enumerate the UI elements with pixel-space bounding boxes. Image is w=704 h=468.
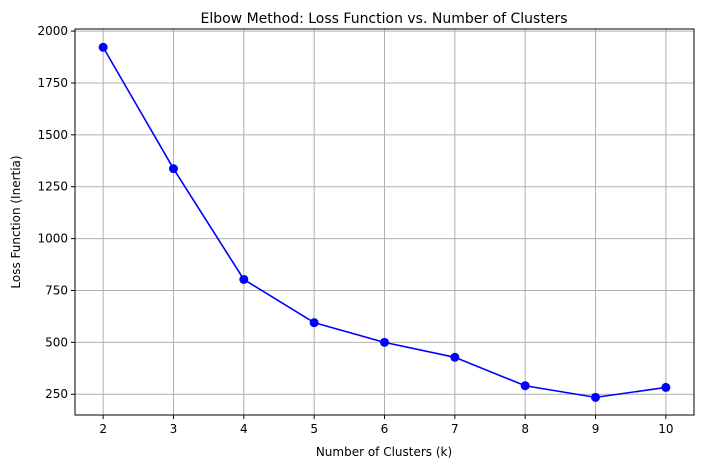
data-point: [98, 42, 108, 52]
x-tick-label: 2: [99, 422, 107, 436]
y-tick-label: 2000: [37, 24, 68, 38]
y-tick-label: 1500: [37, 128, 68, 142]
y-tick-label: 500: [45, 335, 68, 349]
grid-layer: [75, 29, 694, 415]
y-tick-label: 250: [45, 387, 68, 401]
x-tick-label: 10: [658, 422, 673, 436]
x-tick-label: 6: [381, 422, 389, 436]
data-point: [520, 381, 530, 391]
x-tick-label: 3: [170, 422, 178, 436]
data-point: [661, 382, 671, 392]
data-point: [239, 274, 249, 284]
chart-title: Elbow Method: Loss Function vs. Number o…: [200, 11, 567, 27]
y-tick-label: 750: [45, 283, 68, 297]
data-point: [450, 352, 460, 362]
x-tick-label: 4: [240, 422, 248, 436]
y-axis-label: Loss Function (Inertia): [9, 155, 23, 288]
y-tick-label: 1250: [37, 180, 68, 194]
data-point: [591, 392, 601, 402]
x-tick-label: 5: [310, 422, 318, 436]
data-point: [309, 318, 319, 328]
data-point: [168, 164, 178, 174]
y-tick-label: 1000: [37, 232, 68, 246]
series-layer: [98, 42, 671, 402]
ticks-layer: 2 3 4 5 6 7 8 9 10 250 500 750 1000 1250 1500 1750 2000: [37, 24, 673, 436]
x-tick-label: 8: [521, 422, 529, 436]
x-axis-label: Number of Clusters (k): [316, 445, 452, 459]
data-point: [380, 337, 389, 347]
y-tick-label: 1750: [37, 76, 68, 90]
x-tick-label: 9: [592, 422, 600, 436]
x-tick-label: 7: [451, 422, 459, 436]
